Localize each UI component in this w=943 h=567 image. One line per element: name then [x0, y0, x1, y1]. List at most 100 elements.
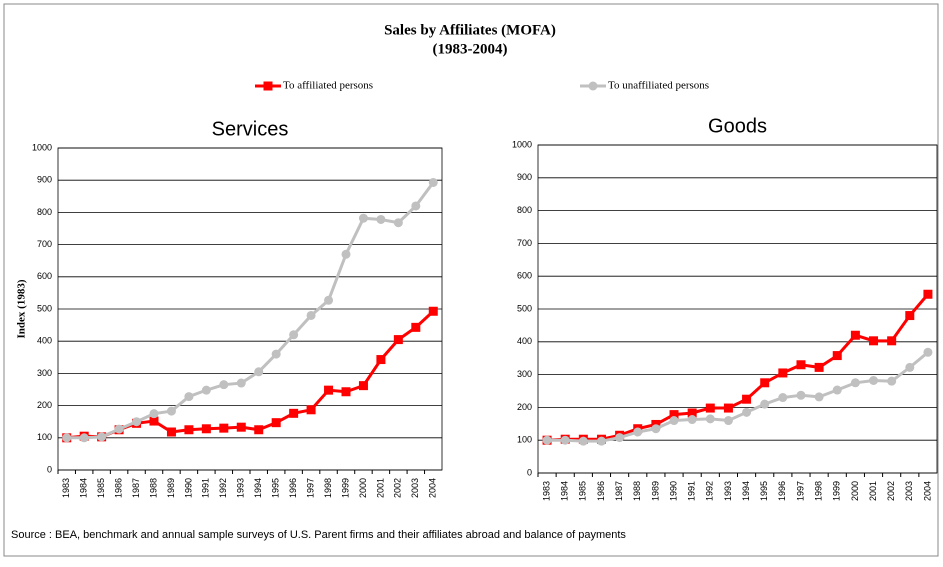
y-tick-label: 200 [517, 402, 532, 412]
x-tick-label: 1990 [183, 478, 193, 498]
x-tick-label: 2004 [428, 478, 438, 498]
marker [201, 424, 211, 434]
marker [393, 335, 403, 345]
marker [376, 214, 386, 224]
y-tick-label: 200 [37, 400, 52, 410]
legend-label: To affiliated persons [283, 80, 373, 92]
y-tick-label: 900 [37, 175, 52, 185]
marker [79, 433, 89, 443]
x-tick-label: 1994 [741, 481, 751, 501]
subtitle: (1983-2004) [433, 41, 508, 57]
frame [3, 3, 939, 557]
y-tick-label: 0 [527, 467, 532, 477]
x-tick-label: 1998 [813, 481, 823, 501]
marker [778, 368, 788, 378]
marker [760, 378, 770, 388]
marker [887, 376, 897, 386]
x-tick-label: 1984 [79, 478, 89, 498]
y-tick-label: 400 [517, 336, 532, 346]
marker [596, 436, 606, 446]
marker [778, 393, 788, 403]
x-tick-label: 2003 [410, 478, 420, 498]
x-tick-label: 1994 [253, 478, 263, 498]
marker [869, 336, 879, 346]
y-tick-label: 1000 [512, 139, 532, 149]
y-tick-label: 300 [517, 369, 532, 379]
x-tick-label: 1996 [777, 481, 787, 501]
x-tick-label: 1997 [795, 481, 805, 501]
marker [254, 425, 264, 435]
x-tick-label: 2004 [922, 481, 932, 501]
chart-title: Goods [708, 115, 767, 137]
marker [887, 336, 897, 346]
marker [114, 424, 124, 434]
marker [428, 177, 438, 187]
marker [705, 414, 715, 424]
x-tick-label: 2001 [868, 481, 878, 501]
marker [341, 387, 351, 397]
x-tick-label: 1985 [96, 478, 106, 498]
x-tick-label: 2002 [886, 481, 896, 501]
marker [184, 425, 194, 435]
x-tick-label: 2000 [358, 478, 368, 498]
y-axis-label: Index (1983) [16, 279, 28, 338]
marker [411, 322, 421, 332]
marker [742, 394, 752, 404]
marker [428, 306, 438, 316]
marker [393, 218, 403, 228]
marker [850, 378, 860, 388]
marker [687, 408, 697, 418]
marker [236, 422, 246, 432]
marker [832, 385, 842, 395]
marker [411, 201, 421, 211]
marker [705, 403, 715, 413]
x-tick-label: 1998 [323, 478, 333, 498]
marker [687, 415, 697, 425]
source: Source : BEA, benchmark and annual sampl… [11, 529, 626, 541]
marker [723, 416, 733, 426]
x-tick-label: 1988 [148, 478, 158, 498]
y-tick-label: 900 [517, 172, 532, 182]
legend-label: To unaffiliated persons [608, 80, 709, 92]
y-tick-label: 700 [517, 238, 532, 248]
marker [796, 390, 806, 400]
marker [651, 424, 661, 434]
marker [149, 409, 159, 419]
marker [832, 351, 842, 361]
x-tick-label: 2000 [850, 481, 860, 501]
marker [905, 311, 915, 321]
x-tick-label: 1990 [668, 481, 678, 501]
x-tick-label: 1992 [218, 478, 228, 498]
chart-title: Services [212, 118, 289, 140]
marker [869, 376, 879, 386]
marker [633, 427, 643, 437]
series-line [546, 293, 930, 442]
y-tick-label: 1000 [32, 142, 52, 152]
marker [324, 295, 334, 305]
x-tick-label: 1985 [578, 481, 588, 501]
x-tick-label: 2003 [904, 481, 914, 501]
x-tick-label: 1986 [596, 481, 606, 501]
x-tick-label: 2001 [375, 478, 385, 498]
x-tick-label: 1987 [614, 481, 624, 501]
y-tick-label: 500 [517, 303, 532, 313]
marker [219, 423, 229, 433]
marker [923, 289, 933, 299]
marker [814, 362, 824, 372]
x-tick-label: 1999 [832, 481, 842, 501]
marker [796, 360, 806, 370]
marker [560, 435, 570, 445]
x-tick-label: 1993 [723, 481, 733, 501]
marker [615, 433, 625, 443]
y-tick-label: 400 [37, 336, 52, 346]
marker [923, 347, 933, 357]
marker [254, 367, 264, 377]
marker [236, 378, 246, 388]
series-line [66, 181, 435, 440]
x-tick-label: 1997 [305, 478, 315, 498]
marker [97, 432, 107, 442]
marker [905, 362, 915, 372]
marker [324, 385, 334, 395]
marker [263, 81, 273, 91]
y-tick-label: 300 [37, 368, 52, 378]
